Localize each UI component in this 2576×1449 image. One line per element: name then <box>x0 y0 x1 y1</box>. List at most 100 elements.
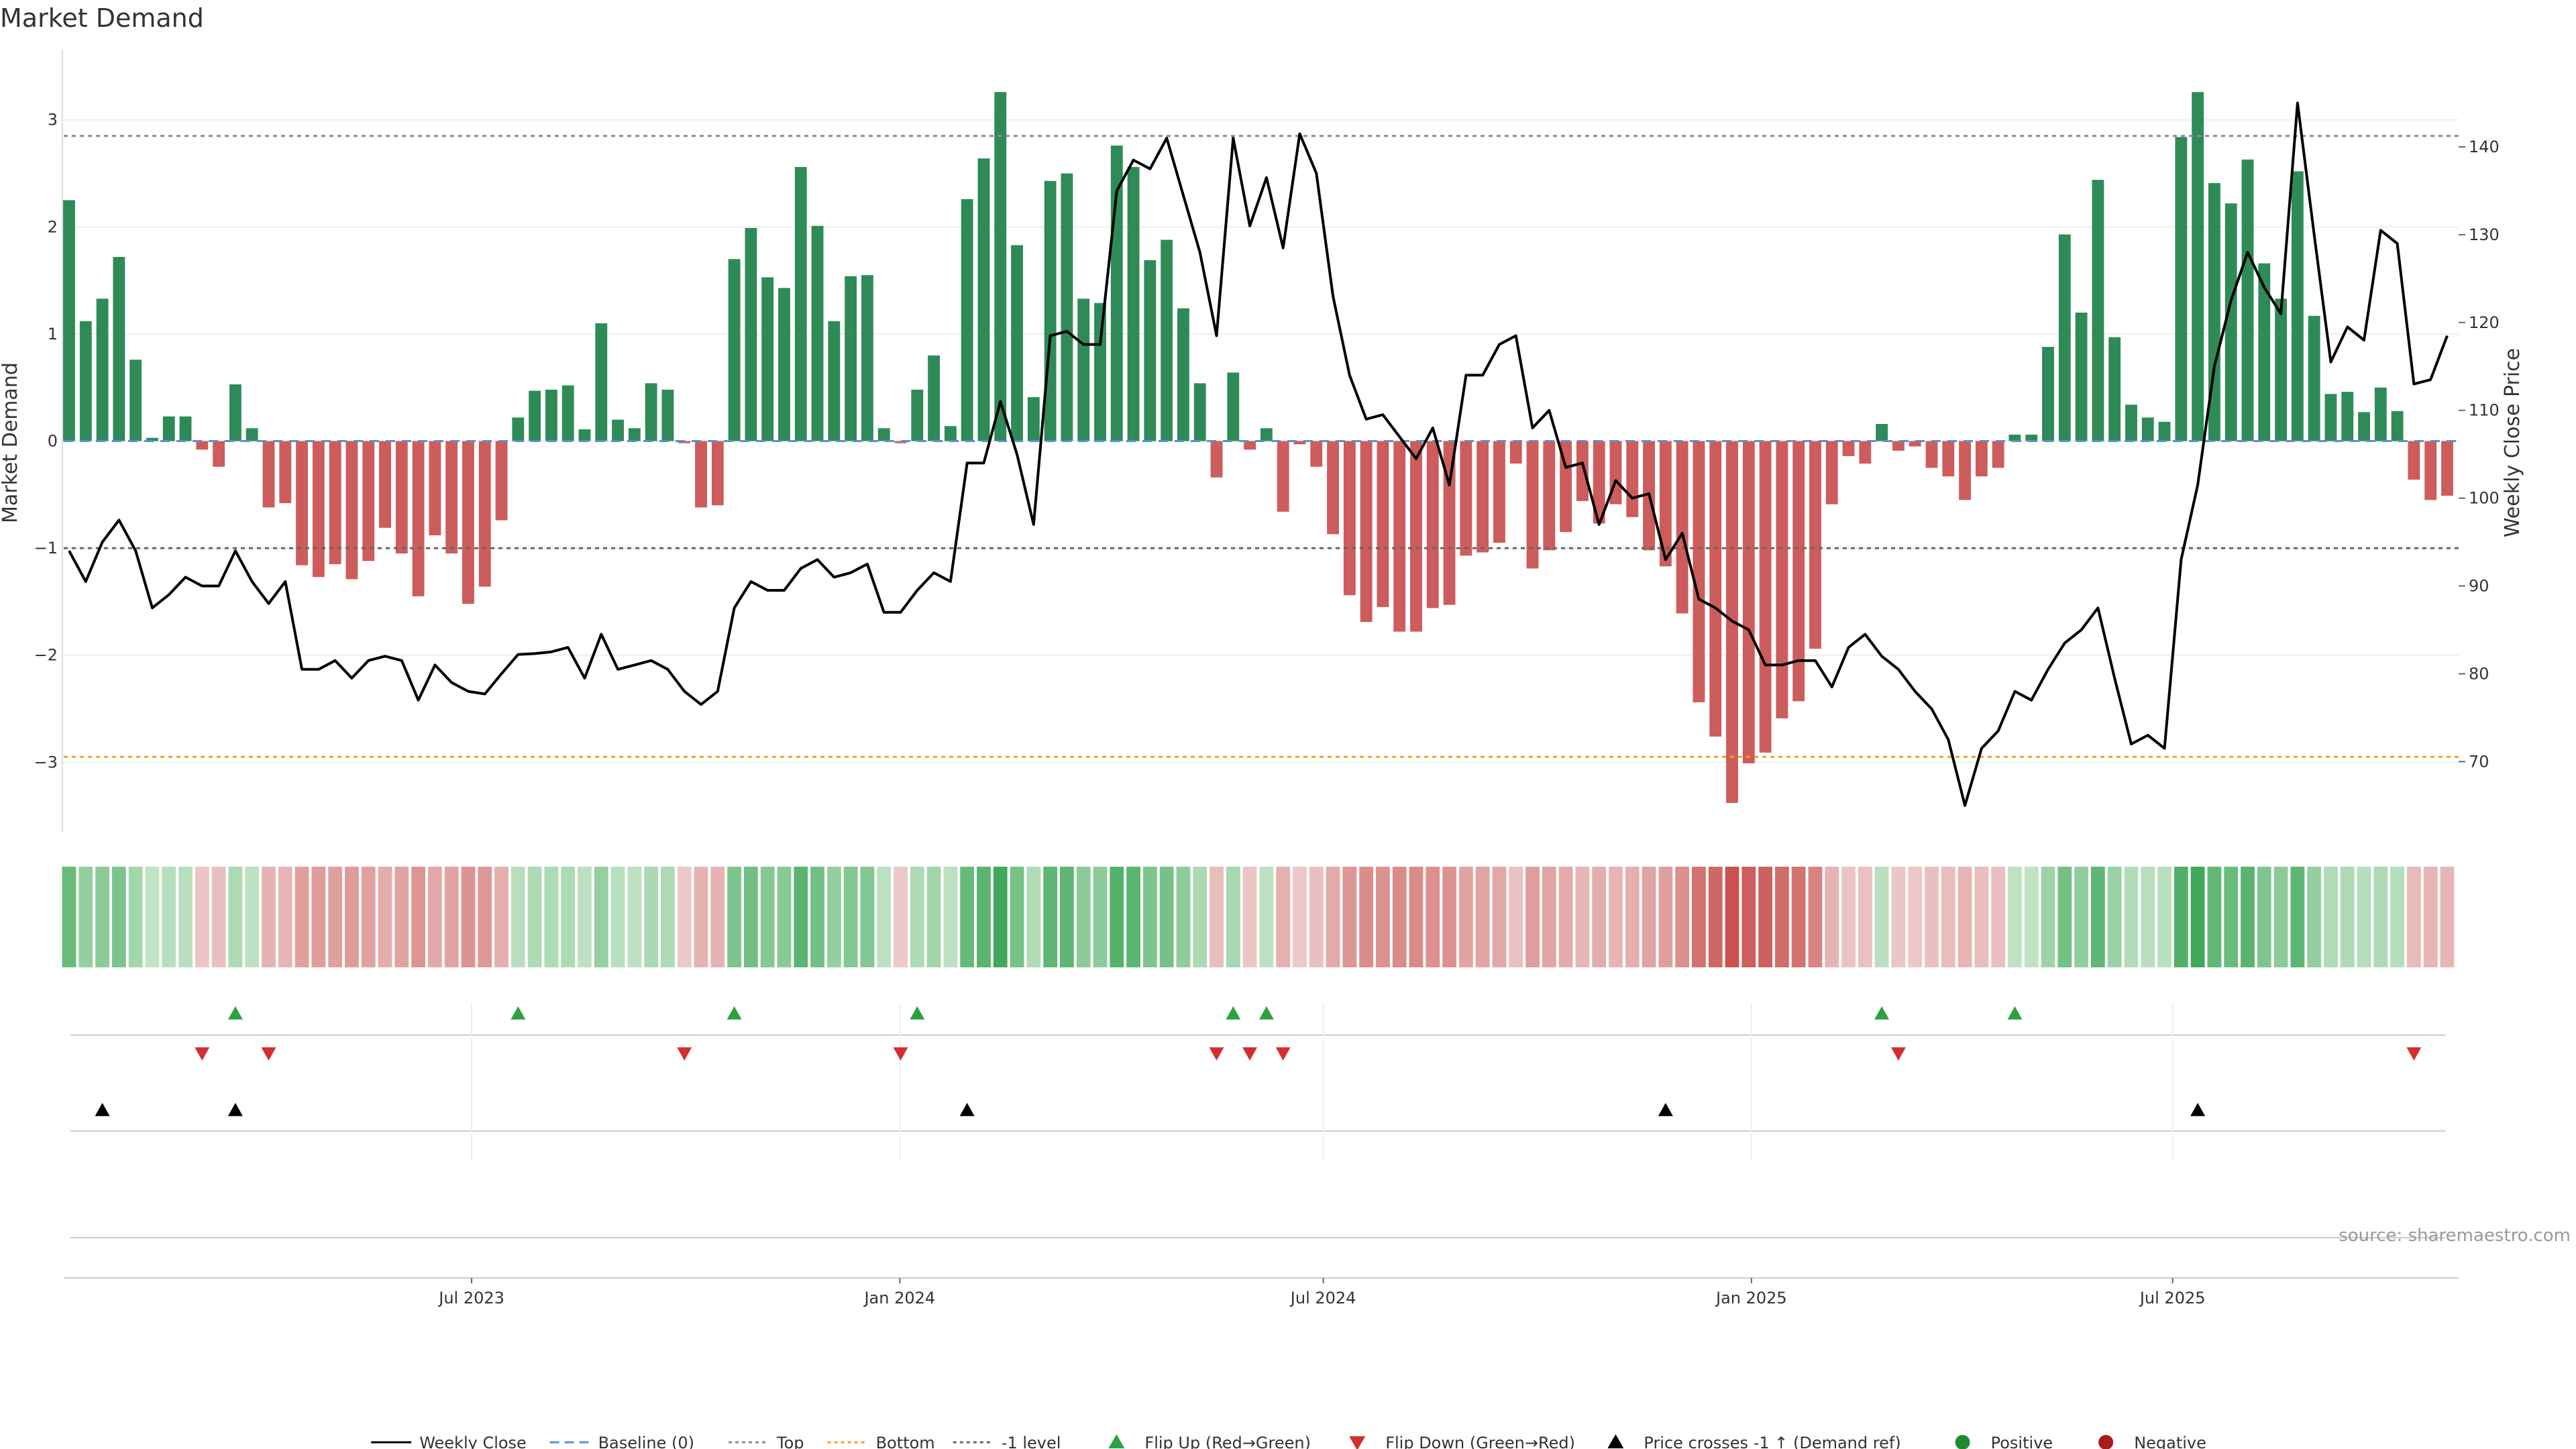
heat-cell <box>2124 867 2139 967</box>
heat-cell <box>1758 867 1772 967</box>
demand-bar <box>129 360 142 441</box>
demand-bar <box>2175 137 2188 441</box>
heat-cell <box>527 867 542 967</box>
heat-cell <box>1625 867 1640 967</box>
demand-bar <box>162 416 175 441</box>
legend-label: -1 level <box>1002 1434 1061 1449</box>
heat-cell <box>1309 867 1324 967</box>
heat-cell <box>411 867 425 967</box>
heat-cell <box>2041 867 2055 967</box>
demand-bar <box>1759 441 1772 753</box>
demand-bar <box>2441 441 2453 496</box>
demand-bar <box>1626 441 1639 517</box>
heat-cell <box>2340 867 2355 967</box>
demand-bar <box>2092 180 2104 441</box>
heat-cell <box>162 867 176 967</box>
heat-cell <box>195 867 209 967</box>
heat-cell <box>661 867 675 967</box>
heat-cell <box>2273 867 2288 967</box>
demand-bar <box>1593 441 1605 524</box>
left-tick-label: −3 <box>34 753 58 771</box>
demand-bar <box>362 441 375 561</box>
demand-bar <box>778 288 790 441</box>
flip-down-marker <box>1209 1047 1224 1061</box>
price-cross-marker <box>959 1103 975 1116</box>
heat-cell <box>2074 867 2089 967</box>
heat-cell <box>461 867 476 967</box>
demand-bar <box>811 225 824 441</box>
demand-bar <box>1061 173 1073 441</box>
legend-symbol <box>1349 1436 1366 1449</box>
right-tick-label: 110 <box>2469 401 2500 420</box>
demand-bar <box>2025 434 2038 441</box>
heat-cell <box>278 867 292 967</box>
heat-cell <box>2307 867 2322 967</box>
heat-cell <box>926 867 941 967</box>
heat-cell <box>345 867 359 967</box>
heat-cell <box>1110 867 1124 967</box>
demand-bar <box>545 389 557 441</box>
heat-cell <box>1458 867 1473 967</box>
demand-bar <box>96 299 109 441</box>
demand-bar <box>2224 203 2237 441</box>
heat-cell <box>444 867 459 967</box>
heat-cell <box>1060 867 1074 967</box>
heat-cell <box>1176 867 1191 967</box>
heat-cell <box>993 867 1008 967</box>
chart-title: Market Demand <box>0 3 204 33</box>
demand-bar <box>1193 383 1206 441</box>
heat-cell <box>1925 867 1939 967</box>
legend-label: Flip Down (Green→Red) <box>1385 1434 1575 1449</box>
demand-bar <box>2408 441 2420 480</box>
right-tick-label: 100 <box>2469 489 2500 508</box>
demand-bar <box>429 441 441 535</box>
heat-cell <box>644 867 659 967</box>
demand-bar <box>928 355 941 441</box>
demand-bar <box>2125 405 2137 441</box>
demand-bar <box>1693 441 1705 702</box>
demand-bar <box>1127 166 1140 441</box>
legend-symbol <box>1108 1434 1125 1448</box>
left-tick-label: 2 <box>48 217 58 236</box>
heat-cell <box>2290 867 2305 967</box>
demand-bar <box>462 441 474 604</box>
flip-down-marker <box>1275 1047 1291 1061</box>
heat-cell <box>1442 867 1456 967</box>
demand-bar <box>196 441 209 450</box>
heat-cell <box>2224 867 2239 967</box>
x-tick-label: Jul 2024 <box>1289 1289 1356 1307</box>
flip-down-marker <box>677 1047 692 1061</box>
demand-bar <box>1792 441 1805 702</box>
demand-bar <box>1842 441 1855 456</box>
demand-bar <box>678 441 691 443</box>
heat-cell <box>378 867 392 967</box>
signal-rows <box>70 1003 2445 1238</box>
heat-cell <box>810 867 824 967</box>
demand-bar <box>495 441 508 521</box>
heat-cell <box>111 867 126 967</box>
heat-cell <box>610 867 625 967</box>
heat-cell <box>1774 867 1789 967</box>
demand-bar <box>2424 441 2437 500</box>
right-axis: 70 80 90 100 110 120 130 140 <box>2459 138 2500 771</box>
right-tick-label: 90 <box>2469 576 2489 595</box>
demand-bar <box>628 428 641 441</box>
flip-down-marker <box>261 1047 276 1061</box>
demand-bar <box>379 441 391 528</box>
heat-cell <box>760 867 775 967</box>
left-tick-label: 0 <box>48 432 58 451</box>
heat-cell <box>1874 867 1889 967</box>
demand-bar <box>1277 441 1289 512</box>
price-cross-marker <box>2190 1103 2206 1116</box>
demand-bar <box>2374 387 2387 441</box>
demand-bar <box>1959 441 1972 500</box>
price-cross-marker <box>95 1103 110 1116</box>
demand-bar <box>2358 412 2370 441</box>
x-tick-label: Jan 2024 <box>863 1289 935 1307</box>
demand-bar <box>794 166 807 441</box>
heat-cell <box>1575 867 1590 967</box>
heat-cell <box>1708 867 1723 967</box>
heat-cell <box>1242 867 1257 967</box>
heat-cell <box>1841 867 1856 967</box>
demand-bar <box>1659 441 1672 567</box>
